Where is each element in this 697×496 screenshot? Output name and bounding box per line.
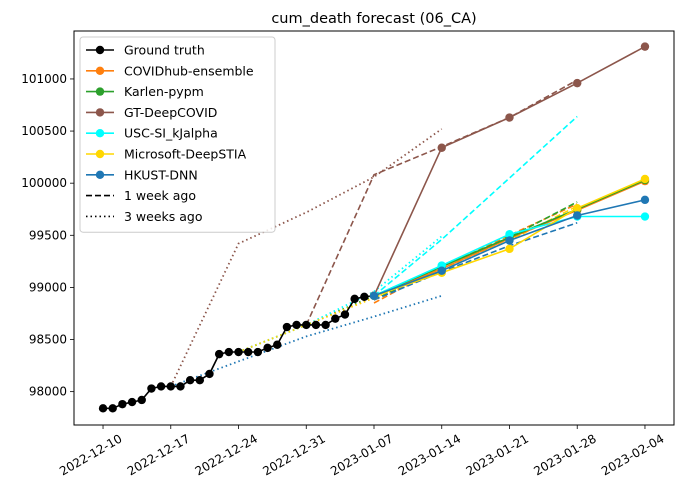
ground-truth-point — [311, 320, 321, 330]
y-tick-label: 98500 — [29, 333, 67, 347]
ground-truth-point — [185, 375, 195, 385]
y-tick-label: 100500 — [21, 124, 67, 138]
forecast-point-microsoft-deepstia — [640, 174, 650, 184]
legend-label: HKUST-DNN — [124, 167, 198, 182]
ground-truth-point — [205, 369, 214, 379]
forecast-point-gt-deepcovid — [573, 78, 582, 88]
series-layer — [98, 42, 650, 413]
forecast-point-usc-si-kjalpha — [505, 230, 514, 239]
forecast-3-weeks-ago-hkust-dnn — [170, 294, 442, 388]
forecast-point-hkust-dnn — [640, 195, 650, 205]
ground-truth-point — [273, 340, 282, 349]
legend-label: Microsoft-DeepSTIA — [124, 147, 247, 162]
legend-marker-hkust-dnn — [95, 170, 105, 179]
legend-marker-karlen-pypm — [95, 87, 105, 96]
chart-title: cum_death forecast (06_CA) — [271, 11, 476, 27]
legend-label: 3 weeks ago — [124, 209, 203, 224]
ground-truth-point — [340, 310, 350, 319]
legend-label: USC-SI_kJalpha — [124, 126, 218, 141]
forecast-point-hkust-dnn — [369, 291, 379, 300]
y-tick-label: 101000 — [21, 72, 67, 86]
ground-truth-point — [282, 322, 292, 332]
legend-label: Karlen-pypm — [124, 84, 204, 99]
y-tick-label: 100000 — [21, 176, 67, 190]
legend-box — [79, 36, 276, 233]
forecast-point-usc-si-kjalpha — [640, 212, 650, 221]
legend-label: GT-DeepCOVID — [124, 105, 217, 120]
forecast-point-microsoft-deepstia — [573, 203, 582, 213]
plot-area — [73, 30, 675, 426]
ground-truth-point — [195, 375, 205, 385]
y-tick-label: 98000 — [29, 385, 67, 399]
y-tick-label: 99500 — [29, 228, 67, 242]
ground-truth-point — [350, 294, 359, 304]
y-axis: 98000 98500 99000 99500 100000 100500 101000 — [21, 72, 74, 399]
legend-label: 1 week ago — [124, 188, 196, 203]
legend-marker-covidhub-ensemble — [95, 66, 105, 76]
ground-truth-point — [321, 320, 330, 330]
forecast-3-weeks-ago-microsoft-deepstia — [238, 270, 443, 353]
ground-truth-point — [118, 399, 127, 409]
ground-truth-point — [243, 347, 253, 357]
ground-truth-point — [127, 397, 137, 407]
y-tick-label: 99000 — [29, 280, 67, 294]
legend-label: Ground truth — [124, 43, 205, 58]
legend-marker-ground-truth — [95, 45, 105, 55]
ground-truth-point — [253, 347, 263, 357]
forecast-point-hkust-dnn — [437, 266, 446, 275]
legend-label: COVIDhub-ensemble — [124, 63, 254, 78]
forecast-point-microsoft-deepstia — [505, 244, 514, 254]
legend-marker-usc-si-kjalpha — [95, 129, 105, 138]
ground-truth-point — [214, 349, 224, 359]
legend-marker-gt-deepcovid — [95, 108, 105, 117]
forecast-1-week-ago-hkust-dnn — [373, 222, 578, 301]
ground-truth-point — [176, 382, 185, 391]
legend-marker-microsoft-deepstia — [95, 149, 105, 159]
legend: Ground truth COVIDhub-ensemble Karlen-pypm… — [79, 36, 276, 233]
forecast-1-week-ago-usc-si-kjalpha — [373, 115, 578, 297]
forecast-point-gt-deepcovid — [505, 113, 514, 122]
ground-truth-point — [98, 404, 108, 413]
ground-truth-point — [292, 320, 301, 330]
forecast-point-hkust-dnn — [505, 236, 514, 245]
ground-truth-point — [263, 343, 272, 353]
forecast-point-gt-deepcovid — [437, 143, 446, 152]
ground-truth-point — [224, 347, 234, 357]
forecast-point-hkust-dnn — [573, 211, 582, 220]
forecast-point-gt-deepcovid — [640, 42, 650, 51]
ground-truth-point — [302, 320, 311, 330]
ground-truth-point — [156, 382, 166, 391]
ground-truth-point — [147, 384, 156, 393]
ground-truth-point — [331, 314, 340, 323]
ground-truth-point — [137, 395, 146, 405]
ground-truth-point — [166, 382, 175, 391]
ground-truth-point — [360, 292, 369, 301]
ground-truth-point — [108, 404, 117, 413]
ground-truth-point — [234, 347, 243, 357]
